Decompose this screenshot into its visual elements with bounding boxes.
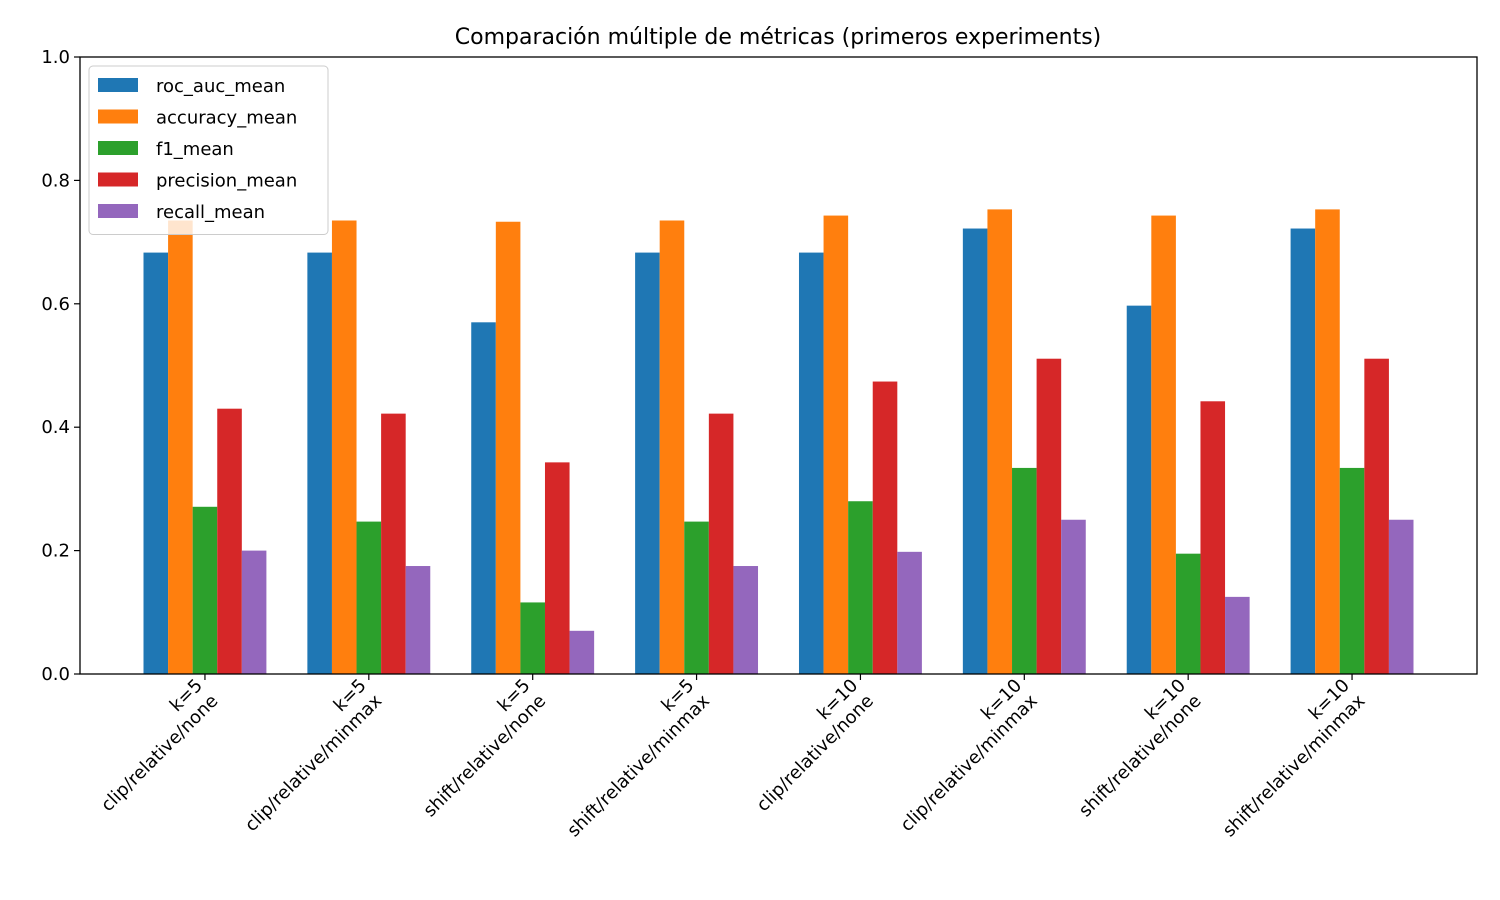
bar-roc_auc_mean-2: [471, 322, 496, 674]
bar-accuracy_mean-5: [987, 209, 1013, 674]
bar-recall_mean-5: [1061, 519, 1086, 674]
chart-title: Comparación múltiple de métricas (primer…: [455, 25, 1102, 50]
y-tick-label: 0.6: [41, 294, 70, 315]
bar-roc_auc_mean-0: [143, 252, 169, 674]
bar-f1_mean-2: [520, 602, 545, 674]
x-tick-label-line: shift/relative/minmax: [1219, 690, 1370, 841]
bar-accuracy_mean-2: [495, 221, 521, 675]
y-tick-label: 0.4: [41, 417, 70, 438]
bar-precision_mean-1: [381, 413, 406, 674]
legend-swatch-recall_mean: [98, 204, 138, 218]
bar-precision_mean-3: [708, 413, 734, 674]
bar-accuracy_mean-1: [331, 220, 357, 674]
legend-swatch-precision_mean: [98, 172, 138, 187]
y-tick-label: 1.0: [41, 47, 70, 68]
bar-f1_mean-4: [848, 501, 873, 674]
bar-f1_mean-1: [356, 521, 382, 674]
bar-precision_mean-4: [872, 381, 898, 674]
bar-precision_mean-0: [217, 408, 242, 674]
bar-precision_mean-2: [544, 462, 570, 674]
bar-f1_mean-3: [684, 521, 709, 674]
legend-swatch-f1_mean: [98, 141, 138, 155]
x-tick-label-line: shift/relative/none: [1075, 691, 1206, 822]
bar-accuracy_mean-3: [659, 220, 685, 674]
y-tick-label: 0.0: [41, 664, 70, 685]
bar-recall_mean-0: [241, 550, 267, 674]
bar-roc_auc_mean-1: [307, 252, 332, 674]
bar-f1_mean-0: [192, 506, 218, 674]
bar-roc_auc_mean-7: [1290, 228, 1316, 674]
bar-precision_mean-7: [1364, 358, 1389, 674]
legend-label-roc_auc_mean: roc_auc_mean: [156, 76, 285, 97]
legend-swatch-roc_auc_mean: [98, 78, 138, 92]
plot-frame: [79, 56, 1478, 675]
bar-roc_auc_mean-3: [635, 252, 660, 674]
y-tick-label: 0.2: [41, 541, 70, 562]
bar-roc_auc_mean-6: [1126, 305, 1152, 674]
bar-recall_mean-6: [1225, 596, 1250, 675]
bar-recall_mean-1: [405, 566, 431, 674]
bar-recall_mean-2: [569, 630, 595, 674]
bar-precision_mean-6: [1200, 401, 1226, 674]
bar-recall_mean-3: [733, 566, 759, 674]
y-tick-label: 0.8: [41, 170, 70, 191]
bar-f1_mean-7: [1339, 467, 1365, 674]
x-tick-label-line: shift/relative/none: [419, 691, 550, 822]
bar-precision_mean-5: [1036, 358, 1062, 674]
bar-roc_auc_mean-5: [962, 228, 988, 674]
bar-recall_mean-4: [897, 551, 922, 674]
legend-label-precision_mean: precision_mean: [156, 171, 297, 192]
x-tick-label-line: clip/relative/minmax: [241, 690, 387, 836]
legend: roc_auc_mean accuracy_mean f1_mean precisio…: [88, 65, 329, 235]
bar-f1_mean-6: [1175, 553, 1201, 674]
bar-accuracy_mean-7: [1315, 209, 1340, 674]
bar-f1_mean-5: [1012, 467, 1037, 674]
legend-box: [88, 65, 329, 235]
legend-label-accuracy_mean: accuracy_mean: [156, 108, 297, 129]
bar-accuracy_mean-6: [1151, 215, 1176, 674]
bar-accuracy_mean-0: [168, 220, 193, 674]
bar-recall_mean-7: [1388, 519, 1414, 674]
bar-accuracy_mean-4: [823, 215, 849, 674]
x-tick-label-line: clip/relative/minmax: [896, 690, 1042, 836]
x-tick-label-line: clip/relative/none: [97, 691, 222, 816]
bar-roc_auc_mean-4: [798, 252, 824, 674]
legend-label-recall_mean: recall_mean: [156, 202, 265, 223]
x-tick-label-line: shift/relative/minmax: [563, 690, 714, 841]
bars-layer: [143, 209, 1414, 675]
legend-swatch-accuracy_mean: [98, 109, 138, 124]
legend-label-f1_mean: f1_mean: [156, 139, 234, 160]
